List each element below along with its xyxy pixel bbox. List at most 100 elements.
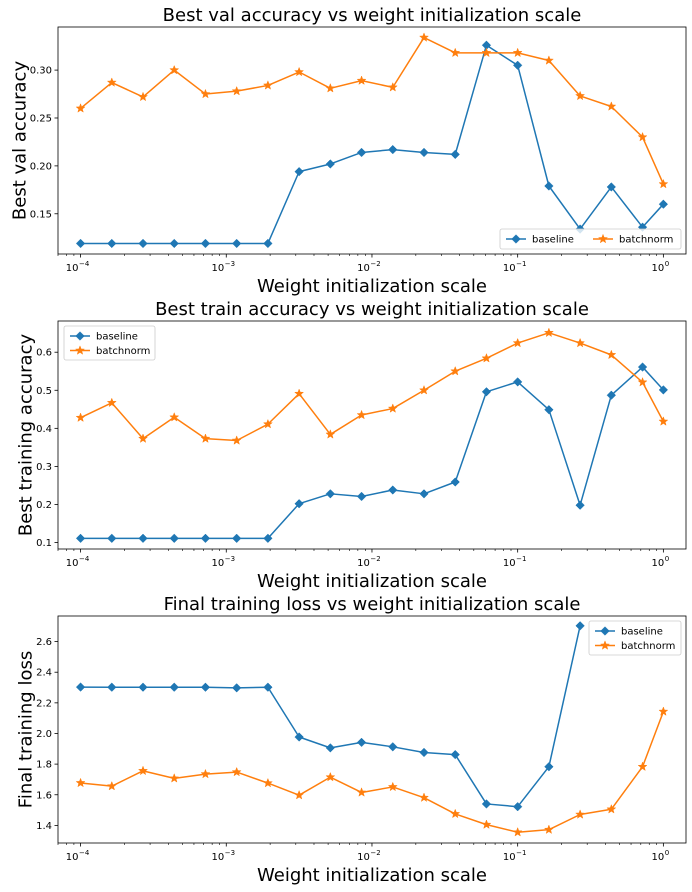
data-point-baseline [513, 802, 523, 812]
data-point-batchnorm [606, 803, 617, 814]
y-tick-label: 0.25 [30, 113, 52, 124]
data-point-baseline [263, 238, 273, 249]
data-point-batchnorm [325, 771, 336, 782]
x-tick-label: 10−2 [357, 260, 381, 274]
data-point-baseline [294, 166, 304, 177]
y-tick-label: 1.8 [36, 760, 52, 771]
data-point-baseline [606, 182, 616, 192]
series-baseline [75, 40, 669, 249]
data-point-baseline [388, 485, 398, 495]
data-point-batchnorm [481, 819, 492, 829]
chart-title: Final training loss vs weight initializa… [164, 594, 581, 615]
x-tick-label: 10−3 [211, 849, 235, 863]
y-tick-label: 0.20 [30, 161, 52, 172]
data-point-baseline [575, 621, 585, 631]
data-point-batchnorm [262, 418, 273, 429]
data-point-baseline [169, 682, 179, 692]
data-point-batchnorm [418, 792, 430, 802]
data-point-batchnorm [106, 77, 117, 87]
data-point-batchnorm [450, 808, 461, 819]
data-point-batchnorm [137, 91, 149, 102]
data-point-batchnorm [169, 773, 180, 783]
data-point-baseline [419, 489, 429, 499]
x-tick-label: 10−4 [66, 555, 90, 569]
data-point-baseline [606, 390, 616, 400]
axes-frame [57, 26, 687, 255]
legend-label-batchnorm: batchnorm [621, 641, 675, 652]
data-point-batchnorm [387, 403, 398, 413]
data-point-batchnorm [137, 433, 149, 443]
data-point-baseline [232, 683, 242, 693]
data-point-baseline [263, 682, 273, 692]
data-point-batchnorm [481, 352, 492, 363]
data-point-batchnorm [658, 178, 669, 189]
legend-marker-baseline [75, 331, 85, 341]
x-minor-ticks [57, 254, 658, 256]
data-point-baseline [138, 682, 148, 692]
data-point-batchnorm [356, 75, 367, 85]
series-baseline [75, 621, 585, 812]
x-axis-label: Weight initialization scale [257, 865, 487, 886]
data-point-batchnorm [387, 82, 398, 92]
chart-title: Best val accuracy vs weight initializati… [163, 5, 582, 26]
data-point-batchnorm [418, 32, 430, 42]
data-point-batchnorm [106, 397, 117, 408]
legend-label-baseline: baseline [532, 235, 574, 246]
y-tick-label: 0.3 [36, 462, 52, 473]
data-point-batchnorm [262, 777, 273, 788]
data-point-baseline [107, 533, 117, 543]
data-point-batchnorm [200, 768, 211, 779]
legend-box [499, 228, 682, 250]
data-point-batchnorm [294, 789, 305, 800]
y-tick-label: 2.4 [36, 668, 52, 679]
data-point-baseline [356, 147, 367, 158]
data-point-batchnorm [637, 376, 648, 387]
y-tick-label: 2.2 [36, 698, 52, 709]
data-point-baseline [513, 60, 523, 70]
legend-marker-batchnorm [74, 345, 86, 355]
data-point-baseline [388, 742, 398, 752]
x-tick-label: 10−2 [357, 555, 381, 569]
data-point-batchnorm [658, 416, 669, 426]
data-point-baseline [450, 149, 460, 160]
data-point-batchnorm [606, 101, 617, 111]
x-tick-label: 10−4 [66, 260, 90, 274]
data-point-baseline [544, 405, 554, 415]
data-point-baseline [325, 489, 335, 499]
val-accuracy-chart: Best val accuracy vs weight initializati… [10, 5, 687, 297]
y-axis-label: Final training loss [16, 651, 37, 808]
data-point-batchnorm [575, 90, 586, 101]
series-line-batchnorm [80, 36, 665, 185]
data-point-baseline [75, 533, 86, 543]
data-point-batchnorm [356, 409, 367, 420]
y-tick-label: 0.1 [36, 538, 52, 549]
legend-box [588, 620, 682, 656]
data-point-baseline [513, 377, 523, 387]
data-point-baseline [169, 533, 179, 543]
training-loss-chart: Final training loss vs weight initializa… [16, 594, 687, 886]
x-tick-label: 10−1 [503, 555, 527, 569]
x-tick-label: 10−1 [503, 849, 527, 863]
x-minor-ticks [57, 843, 658, 845]
x-minor-ticks [57, 549, 658, 551]
data-point-batchnorm [169, 411, 180, 422]
y-tick-label: 0.2 [36, 500, 52, 511]
data-point-batchnorm [325, 82, 336, 93]
series-line-batchnorm [80, 711, 665, 834]
x-tick-label: 10−3 [211, 260, 235, 274]
data-point-baseline [419, 147, 429, 158]
x-tick-label: 10−4 [66, 849, 90, 863]
data-point-batchnorm [294, 66, 305, 77]
legend-label-batchnorm: batchnorm [619, 235, 673, 246]
data-point-batchnorm [106, 780, 117, 791]
data-point-batchnorm [543, 327, 554, 338]
data-point-batchnorm [137, 765, 149, 776]
data-point-batchnorm [512, 826, 523, 837]
data-point-baseline [200, 682, 211, 692]
legend-box [63, 325, 156, 361]
series-batchnorm [75, 32, 669, 189]
legend-marker-baseline [600, 626, 610, 636]
series-batchnorm [75, 706, 669, 837]
x-axis-label: Weight initialization scale [257, 276, 487, 297]
